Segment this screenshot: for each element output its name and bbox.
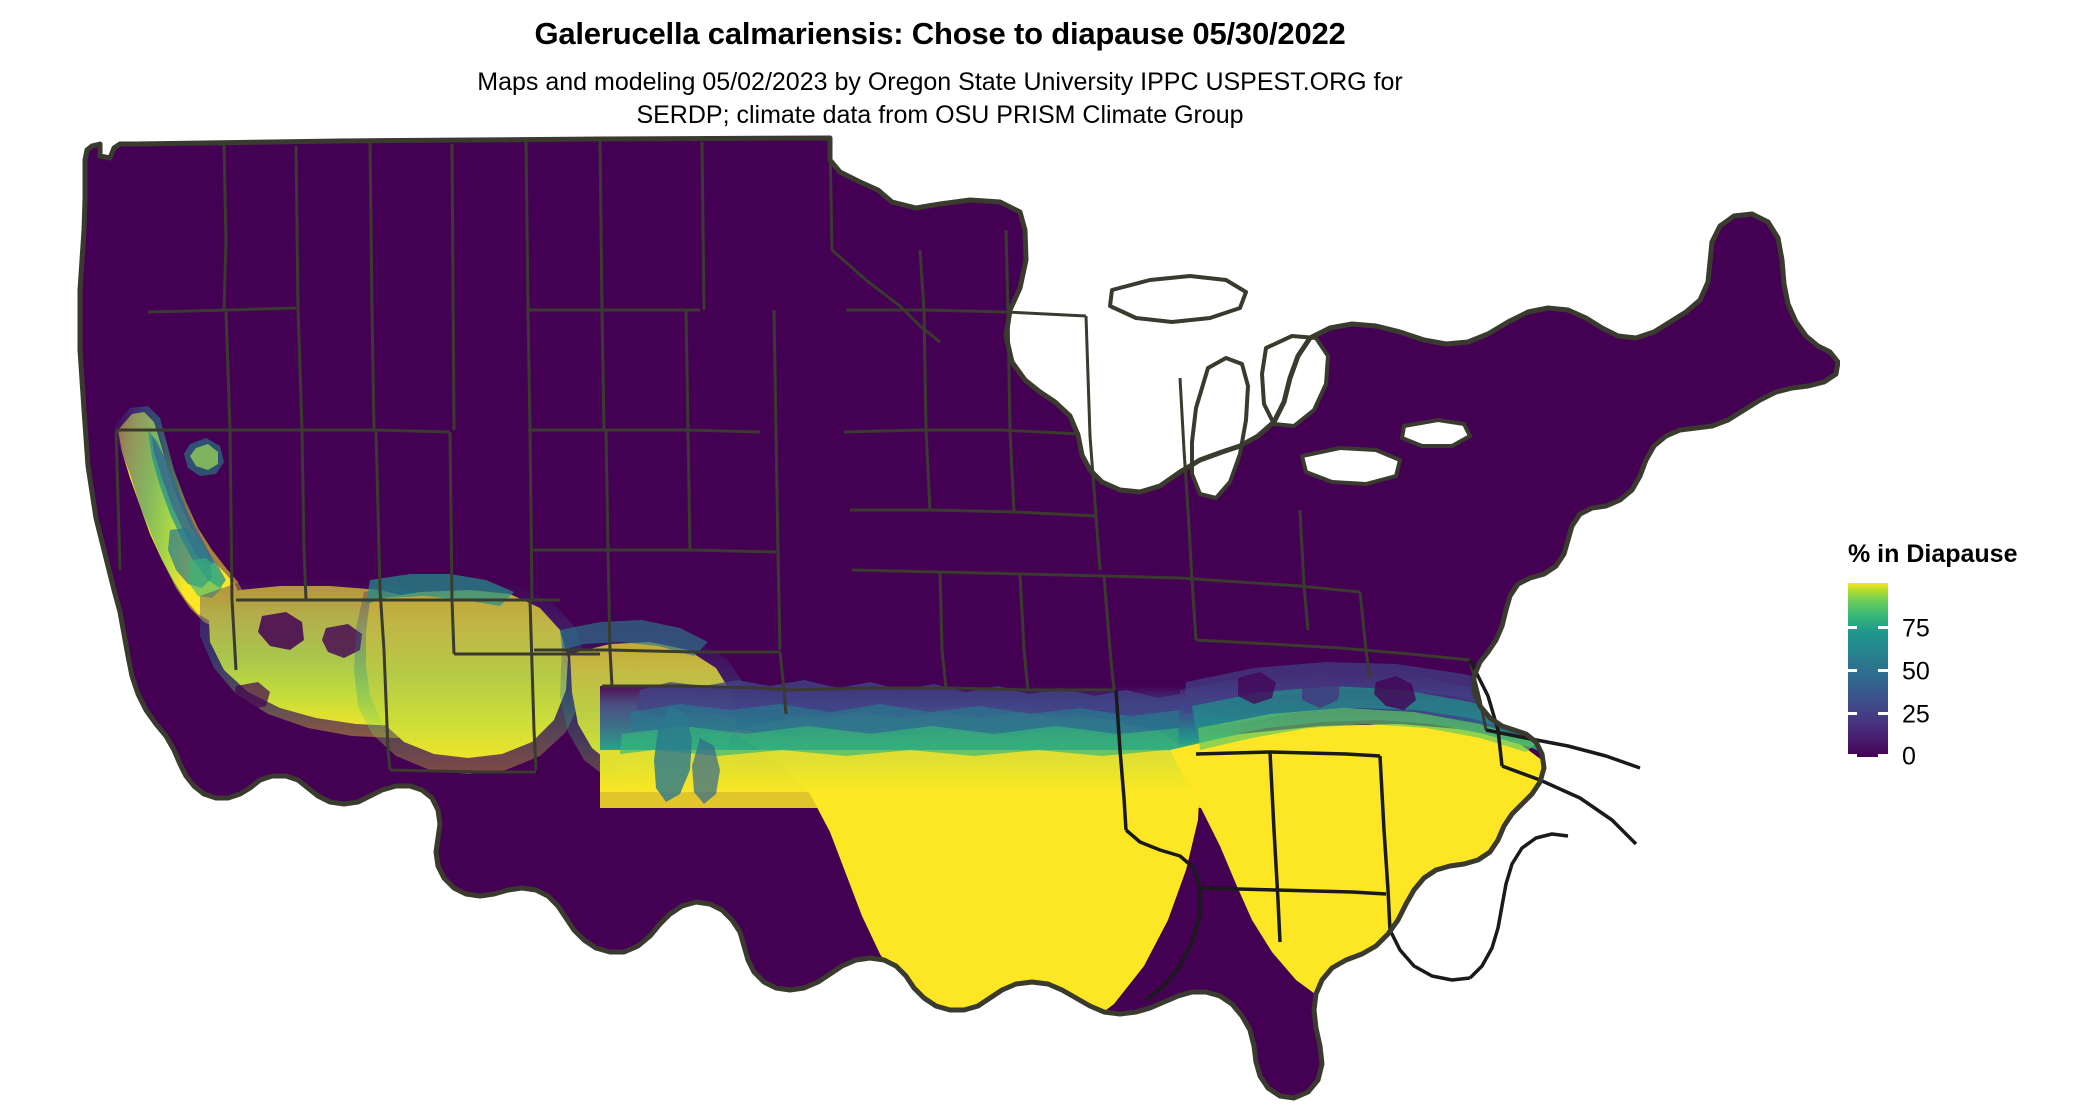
coastline-outline [77,135,1840,1101]
legend-label-75: 75 [1902,614,1930,643]
legend-title: % in Diapause [1848,540,2018,568]
state-borders-west [114,139,600,774]
plains-band-green [620,726,1232,756]
legend-tick-mark-left-0 [1847,754,1857,757]
legend-tick-mark-0 [1878,754,1889,757]
us-choropleth-map[interactable] [40,130,1840,1110]
coast-range-pocket-2 [188,558,222,598]
state-borders-south [1114,659,1641,1002]
lake-erie [1302,448,1400,484]
legend-tick-mark-25 [1878,712,1889,715]
southeast-band-green [1198,708,1538,752]
plot-subtitle: Maps and modeling 05/02/2023 by Oregon S… [477,67,1403,129]
southeast-band-teal [1192,686,1578,750]
big-bend-dark-pocket [710,810,742,850]
lake-michigan [1192,358,1248,498]
appalachian-dark-finger-2 [1302,674,1340,708]
lake-ontario [1402,420,1470,446]
appalachian-dark-finger [1374,676,1416,710]
sierra-crest-blue [152,436,214,568]
west-tx-teal-finger [654,706,692,802]
chesapeake-transition-pocket [1560,588,1628,676]
title-block: Galerucella calmariensis: Chose to diapa… [0,16,1880,132]
southeast-band-blue [1184,662,1616,744]
legend: % in Diapause 75 50 25 0 [1847,540,2088,771]
state-borders-plains [528,139,789,715]
socal-dark-pocket-2 [234,682,270,710]
lake-huron [1262,336,1328,426]
appalachian-dark-finger-3 [1238,672,1276,704]
mojave-dark-pocket-2 [322,624,362,658]
chesapeake-high-pocket [1578,610,1616,652]
legend-body: 75 50 25 0 [1847,583,2088,771]
legend-label-50: 50 [1902,657,1930,686]
plains-band-teal [630,704,1226,736]
az-north-fringe-teal [366,574,514,606]
legend-tick-mark-75 [1878,626,1889,629]
map-panel[interactable] [40,130,1840,1110]
legend-label-25: 25 [1902,700,1930,729]
legend-tick-mark-left-75 [1847,626,1857,629]
state-borders-midwest [787,141,1488,731]
water-bodies [1110,276,1470,498]
legend-tick-mark-left-25 [1847,712,1857,715]
klamath-transition-pocket [184,438,224,476]
tidewater-green-pocket [1598,664,1650,702]
nm-north-fringe-teal [560,620,708,656]
legend-label-0: 0 [1902,742,1916,771]
legend-tick-mark-50 [1878,669,1889,672]
delmarva-teal-pocket [1616,578,1646,616]
mojave-dark-pocket [258,612,304,650]
page-title: Galerucella calmariensis: Chose to diapa… [534,16,1346,51]
west-tx-teal-finger-2 [692,738,720,804]
arizona-transition [354,580,586,774]
lake-outlines [1108,274,1472,500]
legend-tick-mark-left-50 [1847,669,1857,672]
florida-peninsula-high [1508,920,1588,1098]
lake-superior [1110,276,1246,322]
